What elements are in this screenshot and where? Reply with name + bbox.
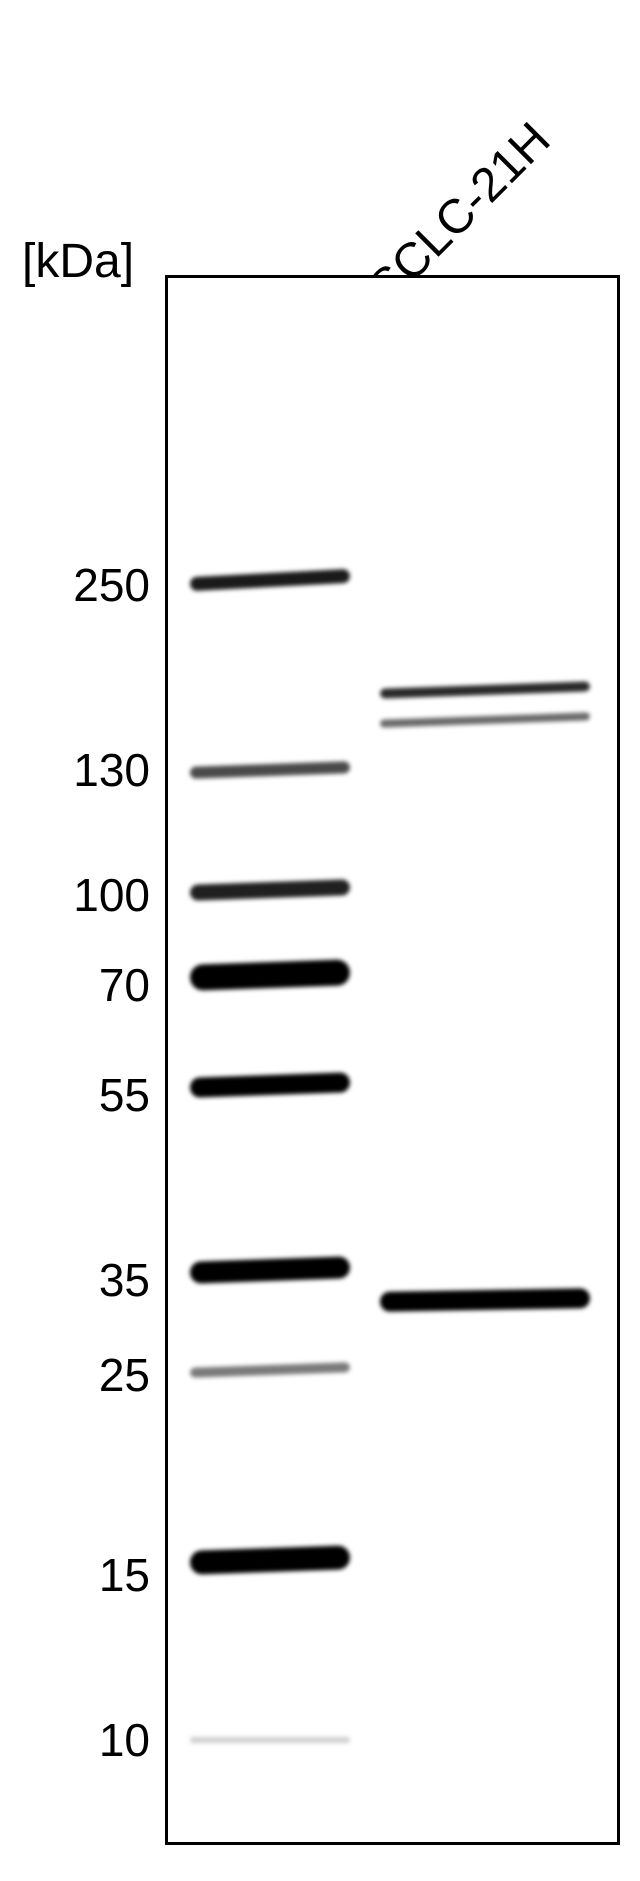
marker-weight-label: 130 xyxy=(73,747,150,793)
gel-box xyxy=(165,275,620,1845)
marker-weight-label: 55 xyxy=(99,1072,150,1118)
marker-weight-label: 10 xyxy=(99,1717,150,1763)
sample-band xyxy=(380,1288,590,1312)
marker-weight-label: 250 xyxy=(73,562,150,608)
western-blot-figure: [kDa] SCLC-21H 250130100705535251510 xyxy=(0,0,640,1881)
marker-weight-label: 35 xyxy=(99,1257,150,1303)
marker-weight-label: 100 xyxy=(73,872,150,918)
ladder-band xyxy=(190,1737,350,1743)
marker-weight-label: 70 xyxy=(99,962,150,1008)
unit-label: [kDa] xyxy=(22,238,134,286)
marker-weight-label: 25 xyxy=(99,1352,150,1398)
marker-weight-label: 15 xyxy=(99,1552,150,1598)
